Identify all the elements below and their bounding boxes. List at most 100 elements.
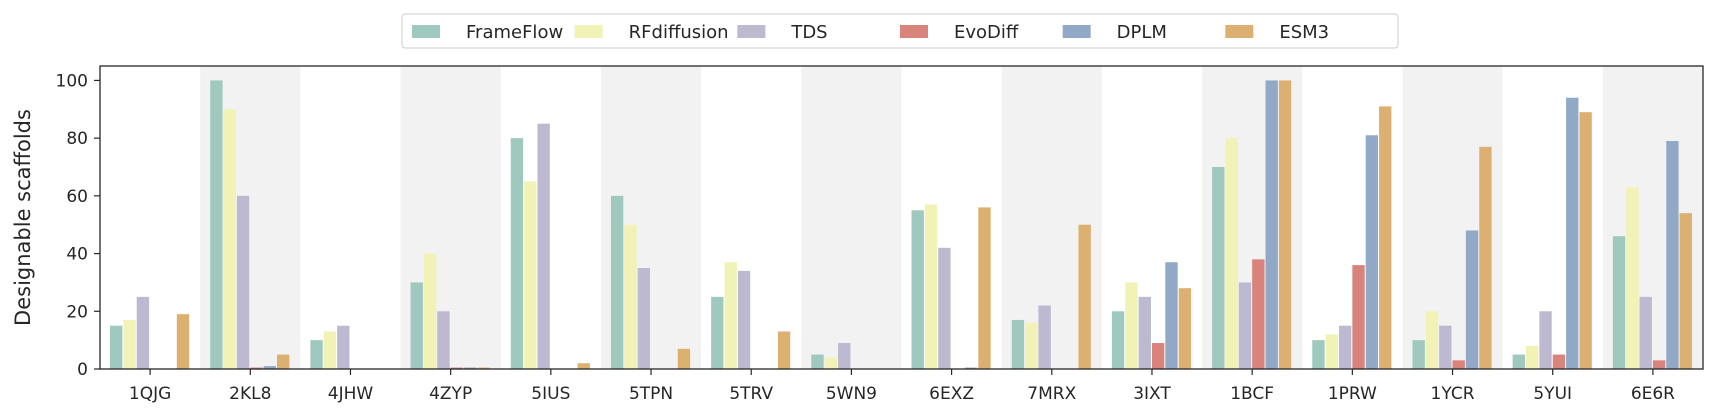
- x-tick-label: 1QJG: [129, 384, 171, 404]
- x-tick-label: 1PRW: [1328, 384, 1377, 404]
- bar-dplm-3ixt: [1165, 262, 1178, 369]
- bar-rfdiffusion-4jhw: [323, 331, 337, 369]
- x-tick-label: 7MRX: [1027, 384, 1076, 404]
- bar-frameflow-6e6r: [1612, 236, 1626, 369]
- x-tick-label: 3IXT: [1133, 384, 1171, 404]
- x-tick-label: 5TRV: [729, 384, 773, 404]
- bar-rfdiffusion-5ius: [524, 181, 537, 369]
- legend-label-rfdiffusion: RFdiffusion: [629, 22, 729, 43]
- bar-tds-4zyp: [437, 311, 450, 369]
- bar-evodiff-2kl8: [250, 367, 263, 369]
- bar-dplm-1ycr: [1465, 230, 1479, 369]
- bar-frameflow-1qjg: [110, 325, 123, 369]
- y-axis-ticks: 0 20 40 60 80 100: [56, 71, 100, 380]
- bar-evodiff-1bcf: [1252, 259, 1265, 369]
- bar-dplm-5yui: [1566, 97, 1579, 369]
- bar-rfdiffusion-2kl8: [223, 109, 236, 370]
- x-tick-label: 5WN9: [826, 384, 877, 404]
- bar-evodiff-5yui: [1552, 354, 1566, 369]
- bar-tds-1qjg: [136, 296, 150, 369]
- bar-esm3-7mrx: [1078, 224, 1091, 369]
- bar-rfdiffusion-1ycr: [1425, 311, 1439, 369]
- legend-swatch-tds: [737, 25, 766, 38]
- bar-rfdiffusion-5trv: [724, 262, 737, 369]
- bar-tds-5ius: [537, 123, 550, 369]
- bar-frameflow-5yui: [1512, 354, 1526, 369]
- bar-esm3-1ycr: [1479, 146, 1492, 369]
- legend-swatch-esm3: [1225, 25, 1254, 38]
- bar-dplm-1bcf: [1265, 80, 1278, 369]
- bar-esm3-5tpn: [677, 348, 691, 369]
- x-tick-label: 4JHW: [328, 384, 374, 404]
- bars: [110, 80, 1692, 370]
- bar-esm3-6e6r: [1679, 213, 1692, 369]
- bar-esm3-4zyp: [477, 367, 490, 369]
- bar-rfdiffusion-6exz: [924, 204, 938, 369]
- bar-evodiff-3ixt: [1151, 343, 1165, 369]
- y-tick-label: 60: [66, 187, 88, 207]
- band-5wn9: [801, 66, 902, 369]
- bar-rfdiffusion-6e6r: [1626, 187, 1639, 369]
- bar-frameflow-4zyp: [410, 282, 423, 369]
- legend-label-tds: TDS: [790, 22, 827, 43]
- y-tick-label: 0: [77, 360, 88, 380]
- x-tick-label: 2KL8: [229, 384, 271, 404]
- bar-tds-2kl8: [236, 195, 250, 369]
- bar-esm3-1prw: [1379, 106, 1392, 370]
- bar-frameflow-5trv: [711, 296, 724, 369]
- bar-rfdiffusion-1qjg: [123, 319, 136, 369]
- bar-frameflow-7mrx: [1011, 319, 1025, 369]
- bar-tds-5trv: [737, 270, 751, 369]
- bar-rfdiffusion-4zyp: [423, 253, 437, 369]
- bar-dplm-4zyp: [464, 367, 477, 369]
- bar-esm3-2kl8: [276, 354, 290, 369]
- legend-swatch-rfdiffusion: [574, 25, 603, 38]
- bar-rfdiffusion-1bcf: [1225, 138, 1238, 369]
- bar-esm3-6exz: [978, 207, 991, 369]
- legend-label-evodiff: EvoDiff: [954, 22, 1019, 43]
- bar-frameflow-1bcf: [1212, 167, 1225, 369]
- bar-rfdiffusion-7mrx: [1025, 322, 1038, 369]
- legend-swatch-frameflow: [412, 25, 440, 38]
- bar-frameflow-3ixt: [1111, 311, 1125, 369]
- legend-label-esm3: ESM3: [1279, 22, 1329, 43]
- y-axis-title: Designable scaffolds: [11, 109, 35, 326]
- bar-esm3-3ixt: [1178, 288, 1192, 369]
- plot-frame: [99, 65, 1704, 370]
- bar-frameflow-5wn9: [811, 354, 824, 369]
- bar-evodiff-1prw: [1352, 265, 1365, 369]
- x-tick-label: 5YUI: [1533, 384, 1572, 404]
- bar-frameflow-1ycr: [1412, 340, 1425, 369]
- bar-tds-4jhw: [337, 325, 350, 369]
- bar-tds-5yui: [1539, 311, 1552, 369]
- x-axis-ticks: 1QJG 2KL8 4JHW 4ZYP 5IUS 5TPN 5TRV 5WN9 6EXZ 7MRX…: [129, 369, 1675, 404]
- bar-dplm-6e6r: [1666, 141, 1679, 369]
- bar-frameflow-4jhw: [310, 340, 323, 369]
- bar-tds-5tpn: [637, 268, 651, 369]
- bar-tds-1bcf: [1238, 282, 1252, 369]
- bar-esm3-1bcf: [1278, 80, 1292, 369]
- bar-rfdiffusion-3ixt: [1125, 282, 1138, 369]
- bar-dplm-6exz: [964, 367, 978, 369]
- bar-dplm-2kl8: [263, 366, 276, 369]
- x-tick-label: 6E6R: [1631, 384, 1675, 404]
- bar-dplm-1prw: [1365, 135, 1379, 369]
- x-tick-label: 6EXZ: [929, 384, 974, 404]
- x-tick-label: 5TPN: [629, 384, 673, 404]
- legend-swatch-evodiff: [900, 25, 928, 38]
- bar-frameflow-6exz: [911, 210, 924, 369]
- bar-tds-1ycr: [1439, 325, 1452, 369]
- bar-esm3-5ius: [577, 363, 590, 369]
- bar-frameflow-1prw: [1312, 340, 1325, 369]
- bar-rfdiffusion-5tpn: [624, 224, 637, 369]
- bar-frameflow-5tpn: [610, 195, 624, 369]
- bar-tds-3ixt: [1138, 296, 1151, 369]
- x-tick-label: 4ZYP: [429, 384, 472, 404]
- bar-evodiff-6e6r: [1652, 360, 1666, 369]
- y-tick-label: 80: [66, 129, 88, 149]
- bar-evodiff-1ycr: [1452, 360, 1465, 369]
- bar-esm3-5trv: [777, 331, 791, 369]
- y-tick-label: 100: [56, 71, 88, 91]
- legend: FrameFlow RFdiffusion TDS EvoDiff DPLM ESM3: [401, 13, 1399, 49]
